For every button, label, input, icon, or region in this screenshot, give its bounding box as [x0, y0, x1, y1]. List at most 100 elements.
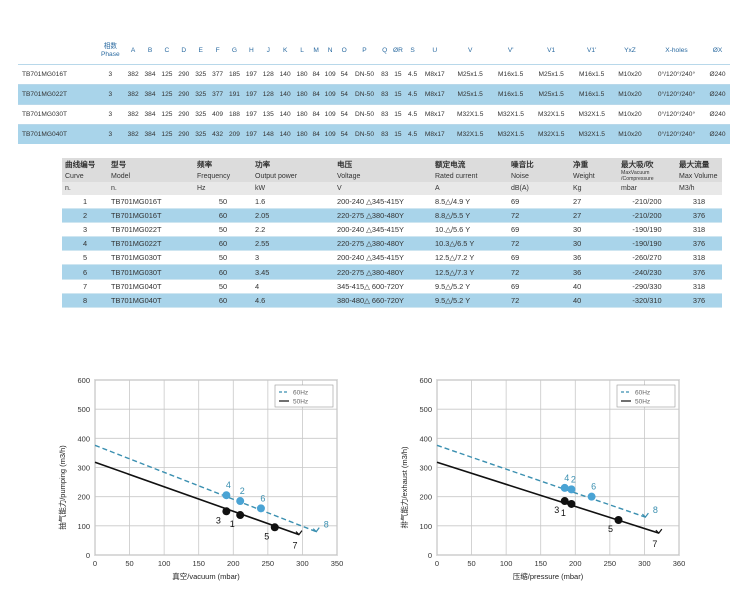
- dim-cell: 382: [127, 71, 139, 78]
- spec-row: 7 TB701MG040T 50 4 345-415△ 600-720Y 9.5△/5.2…: [62, 279, 722, 294]
- dim-header-en: V: [467, 47, 473, 55]
- dim-cell: 432: [212, 131, 224, 138]
- x-tick-label: 250: [604, 559, 617, 568]
- dim-header-2: B: [142, 38, 159, 65]
- frequency-cell: 50: [218, 253, 228, 263]
- spec-row: 1 TB701MG016T 50 1.6 200-240 △345-415Y 8.5△/4…: [62, 195, 722, 209]
- dim-cell: 382: [127, 111, 139, 118]
- dim-header-25: X-holes: [648, 38, 705, 65]
- frequency-cell: 60: [218, 295, 228, 305]
- data-point: [587, 492, 596, 501]
- voltage-cell: 200-240 △345-415Y: [337, 197, 404, 207]
- power-cell: 2.55: [255, 239, 270, 249]
- dim-cell: 382: [127, 131, 139, 138]
- max-volume-cell: 318: [692, 225, 706, 235]
- y-tick-label: 0: [86, 551, 90, 560]
- voltage-cell: 220-275 △380-480Y: [337, 267, 404, 277]
- dim-row: TB701MG022T 3 382 384 125 290 325 377 191 197 128 1…: [18, 84, 730, 105]
- current-cell: 8.8△/5.5 Y: [435, 211, 471, 221]
- curve-cell: 2: [82, 211, 88, 221]
- spec-row: 5 TB701MG030T 50 3 200-240 △345-415Y 12.5△/7.…: [62, 251, 722, 265]
- point-label: 4: [564, 473, 569, 483]
- dim-cell: 109: [324, 71, 336, 78]
- legend-label: 50Hz: [635, 399, 650, 406]
- curve-cell: 1: [82, 197, 88, 207]
- dim-cell: 128: [262, 71, 274, 78]
- dim-cell: 3: [108, 71, 113, 78]
- dim-cell: Ø240: [709, 131, 726, 138]
- spec-header-cn-cell: 噪音比: [508, 158, 570, 170]
- dim-cell: 125: [161, 71, 173, 78]
- data-point: [560, 483, 569, 492]
- dim-cell: M16x1.5: [498, 91, 524, 98]
- x-tick-label: 150: [534, 559, 547, 568]
- spec-header-en-cell: Noise: [508, 170, 570, 182]
- dim-cell: 325: [195, 111, 207, 118]
- voltage-cell: 200-240 △345-415Y: [337, 225, 404, 235]
- spec-header-unit-cell: A: [432, 182, 508, 195]
- y-tick-label: 600: [77, 376, 90, 385]
- dim-cell: 197: [245, 111, 257, 118]
- dim-cell: 54: [340, 71, 348, 78]
- dim-header-22: V1: [531, 38, 572, 65]
- model-cell: TB701MG016T: [111, 197, 162, 207]
- dim-model-cell: TB701MG016T: [22, 71, 68, 78]
- y-axis-label: 排气能力/exhaust (m3/h): [399, 446, 409, 529]
- dim-header-6: F: [209, 38, 226, 65]
- dim-cell: 384: [144, 71, 156, 78]
- current-cell: 9.5△/5.2 Y: [435, 281, 471, 291]
- dim-header-en: P: [362, 47, 367, 55]
- power-cell: 4.6: [255, 295, 266, 305]
- spec-header-cn-cell: 额定电流: [432, 158, 508, 170]
- x-tick-label: 200: [227, 559, 240, 568]
- spec-header-unit-cell: Kg: [570, 182, 618, 195]
- y-tick-label: 200: [77, 493, 90, 502]
- spec-header-unit-cell: Hz: [194, 182, 252, 195]
- spec-table: 曲线编号 型号 频率 功率 电压 额定电流 噪音比 净重 最大吸/吹 最大流量 Curve Mode…: [62, 158, 722, 308]
- data-point: [567, 485, 576, 494]
- dim-cell: 325: [195, 131, 207, 138]
- dim-cell: M8x17: [424, 131, 445, 138]
- dim-cell: 180: [296, 111, 308, 118]
- dim-cell: Ø240: [709, 111, 726, 118]
- x-tick-label: 100: [158, 559, 171, 568]
- y-tick-label: 500: [419, 405, 432, 414]
- dim-cell: M32X1.5: [497, 111, 524, 118]
- dim-header-12: M: [310, 38, 321, 65]
- spec-header-unit-cell: n.: [108, 182, 194, 195]
- dim-header-en: H: [248, 47, 254, 55]
- dim-cell: M25x1.5: [538, 91, 564, 98]
- power-cell: 1.6: [255, 197, 266, 207]
- x-tick-label: 250: [262, 559, 275, 568]
- dim-header-23: V1': [571, 38, 612, 65]
- dim-cell: 3: [108, 91, 113, 98]
- dim-row: TB701MG030T 3 382 384 125 290 325 409 188 197 135 1…: [18, 104, 730, 125]
- spec-header-en-cell: MaxVacuum /Compressure: [618, 170, 676, 182]
- max-vacuum-cell: -290/330: [632, 281, 662, 291]
- point-label: 5: [264, 531, 269, 541]
- data-point: [236, 511, 245, 520]
- dim-header-13: N: [322, 38, 339, 65]
- dim-cell: 83: [381, 71, 389, 78]
- x-tick-label: 0: [93, 559, 97, 568]
- dim-cell: 83: [381, 131, 389, 138]
- curve-cell: 7: [82, 281, 88, 291]
- dim-header-en: N: [327, 47, 333, 55]
- dim-cell: 15: [394, 91, 402, 98]
- dim-cell: 0°/120°/240°: [657, 111, 696, 118]
- dim-cell: 180: [296, 71, 308, 78]
- dim-header-en: B: [147, 47, 153, 55]
- dim-cell: 409: [212, 111, 224, 118]
- dim-cell: 4.5: [407, 71, 418, 78]
- spec-header-en-cell: Voltage: [334, 170, 432, 182]
- dim-cell: M8x17: [424, 111, 445, 118]
- y-tick-label: 100: [419, 522, 432, 531]
- dim-header-19: U: [420, 38, 450, 65]
- model-cell: TB701MG022T: [111, 225, 162, 235]
- dim-header-7: G: [226, 38, 243, 65]
- dim-cell: 54: [340, 111, 348, 118]
- dim-cell: 140: [279, 91, 291, 98]
- max-vacuum-cell: -210/200: [632, 197, 662, 207]
- point-label: 8: [653, 505, 658, 515]
- spec-header-cn: 曲线编号 型号 频率 功率 电压 额定电流 噪音比 净重 最大吸/吹 最大流量: [62, 158, 722, 170]
